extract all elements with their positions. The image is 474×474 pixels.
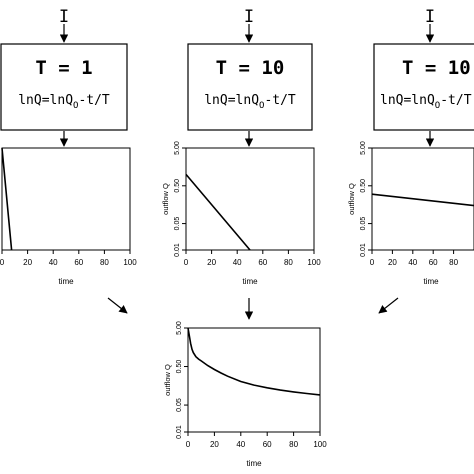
series-line: [1, 147, 13, 251]
reservoir-box-2: T = 10 lnQ=lnQO-t/T: [187, 43, 313, 131]
plot-frame: [185, 147, 315, 251]
x-tick-label: 60: [258, 258, 267, 267]
input-label: I: [59, 7, 69, 27]
x-tick-label: 0: [184, 258, 189, 267]
y-tick-label: 0.01: [360, 243, 367, 257]
box-equation: lnQ=lnQO-t/T: [204, 93, 296, 111]
x-tick-label: 60: [429, 258, 438, 267]
chart-t1: 0 20 40 60 80 100 time: [0, 147, 137, 286]
x-axis-label: time: [58, 277, 74, 286]
y-tick-label: 0.05: [174, 217, 181, 231]
series-line: [371, 193, 474, 207]
x-tick-label: 0: [186, 440, 191, 449]
reservoir-box-3: T = 10 lnQ=lnQO-t/T: [373, 43, 474, 131]
x-axis-label: time: [242, 277, 258, 286]
x-tick-label: 60: [74, 258, 83, 267]
series-line: [185, 173, 251, 251]
x-tick-label: 40: [236, 440, 245, 449]
box-equation: lnQ=lnQO-t/T: [380, 93, 472, 111]
input-label: I: [425, 7, 435, 27]
x-tick-label: 80: [284, 258, 293, 267]
converge-arrow-left: [107, 297, 128, 314]
x-tick-label: 80: [289, 440, 298, 449]
converge-arrow-right: [378, 297, 399, 314]
input-1: I: [59, 7, 69, 43]
y-axis-label: outflow Q: [163, 364, 172, 396]
x-tick-label: 40: [49, 258, 58, 267]
x-tick-label: 80: [100, 258, 109, 267]
x-tick-label: 40: [233, 258, 242, 267]
x-tick-label: 100: [123, 258, 137, 267]
plot-frame: [187, 327, 321, 433]
x-tick-label: 100: [307, 258, 321, 267]
x-tick-label: 20: [210, 440, 219, 449]
y-tick-label: 5.00: [174, 141, 181, 155]
chart-t10: 0 20 40 60 80 100 time 5.00 0.50 0.05 0.01 outflow …: [161, 141, 321, 286]
chart-t100: 0 20 40 60 80 time 5.00 0.50 0.05 0.01 outflow Q: [347, 141, 474, 286]
chart-combined: 0 20 40 60 80 100 time 5.00 0.50 0.05 0.01 outflow …: [163, 321, 327, 468]
plot-frame: [1, 147, 131, 251]
input-2: I: [244, 7, 254, 43]
y-tick-label: 0.05: [176, 398, 183, 412]
x-tick-label: 0: [0, 258, 5, 267]
box-title: T = 10: [402, 57, 471, 79]
y-axis-label: outflow Q: [161, 183, 170, 215]
y-tick-label: 0.50: [176, 360, 183, 374]
y-tick-label: 0.50: [360, 179, 367, 193]
y-tick-label: 0.05: [360, 217, 367, 231]
x-tick-label: 60: [263, 440, 272, 449]
x-tick-label: 80: [449, 258, 458, 267]
x-axis-label: time: [423, 277, 439, 286]
x-tick-label: 100: [313, 440, 327, 449]
box-title: T = 10: [216, 57, 285, 79]
y-tick-label: 5.00: [176, 321, 183, 335]
x-tick-label: 20: [388, 258, 397, 267]
x-tick-label: 20: [207, 258, 216, 267]
reservoir-box-1: T = 1 lnQ=lnQO-t/T: [0, 43, 128, 131]
box-title: T = 1: [35, 57, 92, 79]
plot-frame: [371, 147, 474, 251]
x-axis-label: time: [246, 459, 262, 468]
x-tick-label: 0: [370, 258, 375, 267]
y-axis-label: outflow Q: [347, 183, 356, 215]
x-tick-label: 40: [408, 258, 417, 267]
input-label: I: [244, 7, 254, 27]
y-tick-label: 0.01: [176, 425, 183, 439]
series-line: [187, 327, 321, 396]
x-tick-label: 20: [23, 258, 32, 267]
y-tick-label: 0.50: [174, 179, 181, 193]
y-tick-label: 5.00: [360, 141, 367, 155]
input-3: I: [425, 7, 435, 43]
y-tick-label: 0.01: [174, 243, 181, 257]
box-equation: lnQ=lnQO-t/T: [18, 93, 110, 111]
